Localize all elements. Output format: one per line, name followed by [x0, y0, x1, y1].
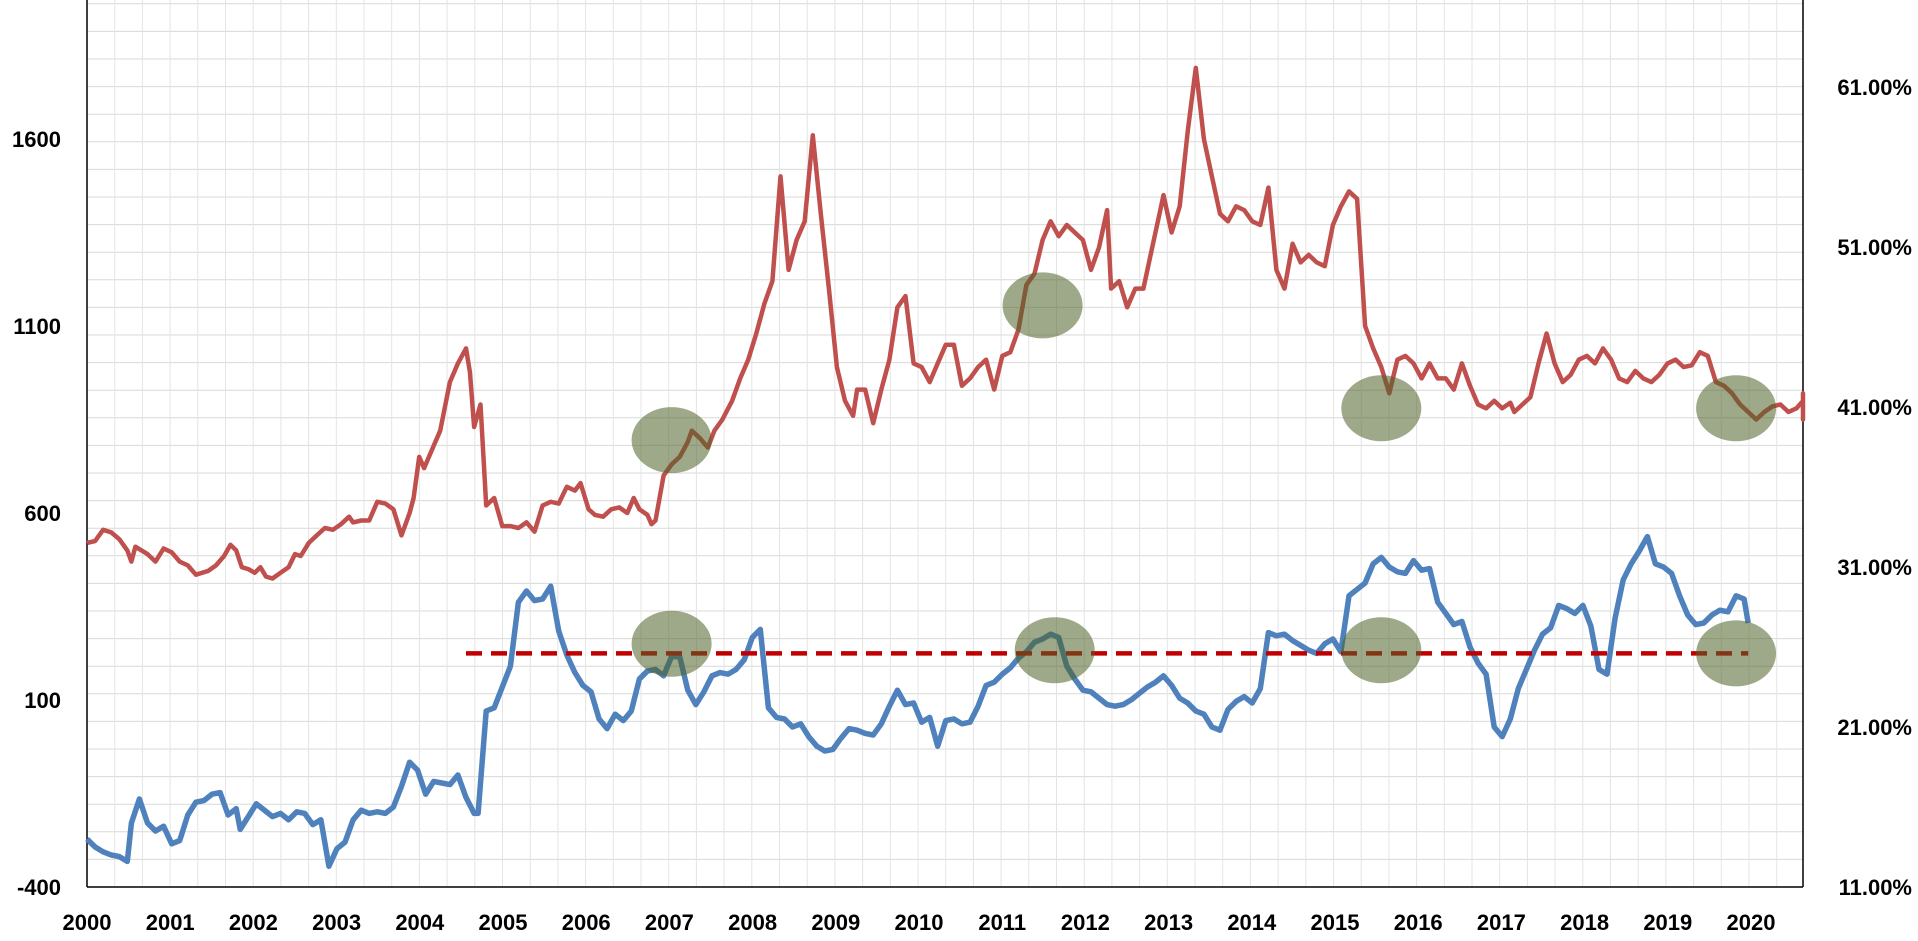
x-tick-label: 2006	[562, 910, 611, 935]
x-tick-label: 2001	[146, 910, 195, 935]
right-tick-label: 31.00%	[1837, 555, 1912, 580]
x-tick-label: 2000	[63, 910, 112, 935]
left-tick-label: 100	[24, 688, 61, 713]
x-tick-label: 2012	[1061, 910, 1110, 935]
x-tick-label: 2019	[1643, 910, 1692, 935]
grid-lines	[87, 0, 1803, 887]
x-tick-label: 2010	[895, 910, 944, 935]
highlight-marker-2	[631, 610, 712, 677]
left-tick-label: 1600	[12, 127, 61, 152]
x-tick-label: 2002	[229, 910, 278, 935]
x-tick-label: 2005	[479, 910, 528, 935]
x-tick-label: 2003	[312, 910, 361, 935]
left-tick-label: -400	[17, 875, 61, 900]
highlight-marker-4	[1014, 617, 1095, 684]
series-line-1	[86, 65, 1806, 581]
x-tick-label: 2004	[395, 910, 445, 935]
highlight-marker-3	[1002, 272, 1083, 339]
right-tick-label: 51.00%	[1837, 235, 1912, 260]
axes	[86, 0, 1804, 888]
x-tick-label: 2018	[1560, 910, 1609, 935]
x-tick-label: 2011	[978, 910, 1026, 935]
highlight-marker-6	[1341, 617, 1422, 684]
right-tick-label: 41.00%	[1837, 395, 1912, 420]
highlight-marker-1	[631, 407, 712, 474]
x-tick-label: 2020	[1727, 910, 1776, 935]
highlight-marker-5	[1341, 375, 1422, 442]
tick-labels: 2000 2001 2002 2003 2004 2005 2006 2007 2008 2009…	[12, 75, 1912, 935]
right-tick-label: 11.00%	[1839, 875, 1912, 900]
highlight-group	[631, 272, 1777, 687]
left-tick-label: 1100	[13, 314, 61, 339]
left-tick-label: 600	[24, 501, 61, 526]
x-tick-label: 2007	[645, 910, 694, 935]
x-tick-label: 2014	[1227, 910, 1277, 935]
x-tick-label: 2016	[1394, 910, 1443, 935]
highlight-marker-7	[1696, 375, 1777, 442]
right-tick-label: 21.00%	[1837, 715, 1912, 740]
right-tick-label: 61.00%	[1837, 75, 1912, 100]
highlight-marker-8	[1696, 620, 1777, 687]
x-tick-label: 2015	[1311, 910, 1360, 935]
x-tick-label: 2009	[811, 910, 860, 935]
series-group	[85, 65, 1806, 869]
x-tick-label: 2017	[1477, 910, 1526, 935]
x-tick-label: 2008	[728, 910, 777, 935]
x-tick-label: 2013	[1144, 910, 1193, 935]
